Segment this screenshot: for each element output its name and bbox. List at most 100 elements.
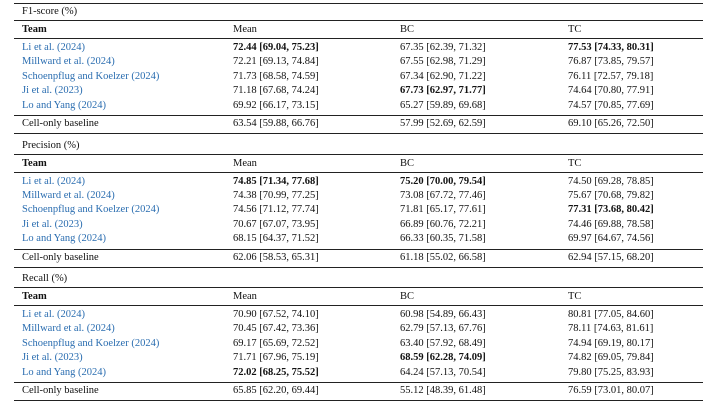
team-name: Ji et al. (2023): [22, 352, 83, 364]
score-cell: 55.12 [48.39, 61.48]: [400, 385, 486, 396]
rule: [14, 3, 703, 4]
score-cell: 80.81 [77.05, 84.60]: [568, 309, 654, 320]
rule: [14, 400, 703, 401]
column-header: Team: [22, 291, 47, 302]
team-name: Lo and Yang (2024): [22, 366, 106, 378]
score-cell: 68.59 [62.28, 74.09]: [400, 352, 486, 364]
score-cell: 79.80 [75.25, 83.93]: [568, 366, 654, 378]
score-cell: 69.10 [65.26, 72.50]: [568, 118, 654, 129]
score-cell: 67.73 [62.97, 71.77]: [400, 85, 486, 97]
score-cell: 62.94 [57.15, 68.20]: [568, 251, 654, 263]
score-cell: 71.81 [65.17, 77.61]: [400, 204, 486, 216]
rule: [14, 115, 703, 116]
column-header: TC: [568, 291, 582, 302]
team-name: Lo and Yang (2024): [22, 99, 106, 111]
score-cell: 74.50 [69.28, 78.85]: [568, 175, 654, 187]
score-cell: 74.64 [70.80, 77.91]: [568, 85, 654, 97]
score-cell: 74.85 [71.34, 77.68]: [233, 175, 319, 187]
column-header: Mean: [233, 24, 257, 35]
score-cell: 74.82 [69.05, 79.84]: [568, 352, 654, 364]
score-cell: 70.67 [67.07, 73.95]: [233, 218, 319, 230]
column-header: TC: [568, 24, 582, 35]
rule: [14, 38, 703, 39]
score-cell: 62.06 [58.53, 65.31]: [233, 251, 319, 263]
team-name: Li et al. (2024): [22, 175, 85, 187]
team-name: Schoenpflug and Koelzer (2024): [22, 204, 160, 216]
score-cell: 69.97 [64.67, 74.56]: [568, 233, 654, 245]
score-cell: 67.34 [62.90, 71.22]: [400, 70, 486, 82]
section-title: Recall (%): [22, 273, 68, 284]
score-cell: 69.92 [66.17, 73.15]: [233, 99, 319, 111]
rule: [14, 266, 703, 268]
score-cell: 65.27 [59.89, 69.68]: [400, 99, 486, 111]
score-cell: 76.11 [72.57, 79.18]: [568, 70, 654, 82]
score-cell: 67.35 [62.39, 71.32]: [400, 42, 486, 53]
score-cell: 69.17 [65.69, 72.52]: [233, 337, 319, 349]
team-name: Millward et al. (2024): [22, 323, 115, 335]
rule: [14, 287, 703, 288]
score-cell: 67.55 [62.98, 71.29]: [400, 56, 486, 68]
score-cell: 77.53 [74.33, 80.31]: [568, 42, 654, 53]
score-cell: 60.98 [54.89, 66.43]: [400, 309, 486, 320]
team-name: Lo and Yang (2024): [22, 233, 106, 245]
score-cell: 78.11 [74.63, 81.61]: [568, 323, 654, 335]
rule: [14, 153, 703, 155]
score-cell: 64.24 [57.13, 70.54]: [400, 366, 486, 378]
team-name: Millward et al. (2024): [22, 56, 115, 68]
score-cell: 72.44 [69.04, 75.23]: [233, 42, 319, 53]
baseline-name: Cell-only baseline: [22, 385, 99, 396]
score-cell: 77.31 [73.68, 80.42]: [568, 204, 654, 216]
score-cell: 74.46 [69.88, 78.58]: [568, 218, 654, 230]
score-cell: 74.56 [71.12, 77.74]: [233, 204, 319, 216]
score-cell: 72.02 [68.25, 75.52]: [233, 366, 319, 378]
baseline-name: Cell-only baseline: [22, 251, 99, 263]
score-cell: 71.71 [67.96, 75.19]: [233, 352, 319, 364]
score-cell: 57.99 [52.69, 62.59]: [400, 118, 486, 129]
score-cell: 61.18 [55.02, 66.58]: [400, 251, 486, 263]
rule: [14, 248, 703, 250]
rule: [14, 20, 703, 21]
team-name: Ji et al. (2023): [22, 218, 83, 230]
team-name: Millward et al. (2024): [22, 189, 115, 201]
team-name: Li et al. (2024): [22, 309, 85, 320]
score-cell: 63.54 [59.88, 66.76]: [233, 118, 319, 129]
team-name: Schoenpflug and Koelzer (2024): [22, 337, 160, 349]
column-header: TC: [568, 157, 582, 169]
score-cell: 73.08 [67.72, 77.46]: [400, 189, 486, 201]
column-header: Team: [22, 157, 47, 169]
score-cell: 66.89 [60.76, 72.21]: [400, 218, 486, 230]
score-cell: 75.20 [70.00, 79.54]: [400, 175, 486, 187]
score-cell: 72.21 [69.13, 74.84]: [233, 56, 319, 68]
score-cell: 66.33 [60.35, 71.58]: [400, 233, 486, 245]
team-name: Ji et al. (2023): [22, 85, 83, 97]
team-name: Li et al. (2024): [22, 42, 85, 53]
score-cell: 68.15 [64.37, 71.52]: [233, 233, 319, 245]
rule: [14, 171, 703, 173]
score-cell: 71.73 [68.58, 74.59]: [233, 70, 319, 82]
section-title: Precision (%): [22, 139, 80, 151]
score-cell: 74.38 [70.99, 77.25]: [233, 189, 319, 201]
score-cell: 70.45 [67.42, 73.36]: [233, 323, 319, 335]
score-cell: 76.87 [73.85, 79.57]: [568, 56, 654, 68]
score-cell: 71.18 [67.68, 74.24]: [233, 85, 319, 97]
score-cell: 65.85 [62.20, 69.44]: [233, 385, 319, 396]
column-header: BC: [400, 291, 415, 302]
score-cell: 63.40 [57.92, 68.49]: [400, 337, 486, 349]
team-name: Schoenpflug and Koelzer (2024): [22, 70, 160, 82]
column-header: BC: [400, 24, 415, 35]
section-title: F1-score (%): [22, 6, 78, 17]
column-header: Mean: [233, 291, 257, 302]
column-header: Team: [22, 24, 47, 35]
score-cell: 74.94 [69.19, 80.17]: [568, 337, 654, 349]
score-cell: 75.67 [70.68, 79.82]: [568, 189, 654, 201]
rule: [14, 382, 703, 383]
column-header: Mean: [233, 157, 257, 169]
score-cell: 74.57 [70.85, 77.69]: [568, 99, 654, 111]
score-cell: 62.79 [57.13, 67.76]: [400, 323, 486, 335]
score-cell: 70.90 [67.52, 74.10]: [233, 309, 319, 320]
score-cell: 76.59 [73.01, 80.07]: [568, 385, 654, 396]
baseline-name: Cell-only baseline: [22, 118, 99, 129]
column-header: BC: [400, 157, 415, 169]
rule: [14, 133, 703, 134]
